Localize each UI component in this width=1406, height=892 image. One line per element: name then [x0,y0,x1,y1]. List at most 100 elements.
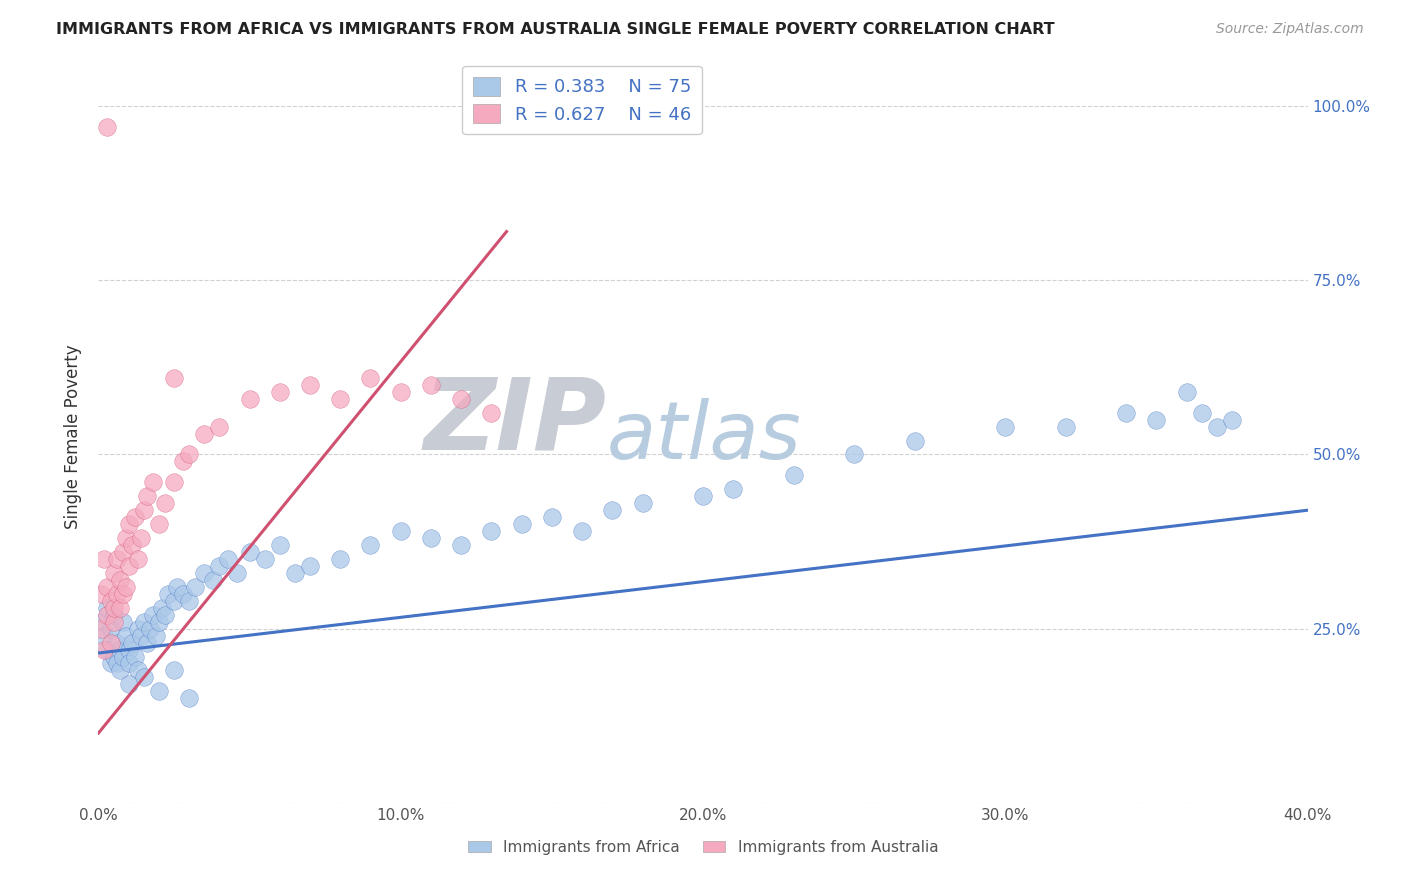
Point [148,684,170,698]
Point [103,566,125,580]
Point [108,642,131,657]
Point [269,384,291,399]
Point [156,587,179,601]
Point [540,510,562,524]
Point [226,566,249,580]
Text: IMMIGRANTS FROM AFRICA VS IMMIGRANTS FROM AUSTRALIA SINGLE FEMALE POVERTY CORREL: IMMIGRANTS FROM AFRICA VS IMMIGRANTS FRO… [56,22,1054,37]
Text: ZIP: ZIP [423,374,606,471]
Point [208,558,231,573]
Point [100,622,122,636]
Point [127,664,149,678]
Point [163,475,186,490]
Point [510,517,533,532]
Point [692,489,714,503]
Point [96,607,118,622]
Text: atlas: atlas [606,398,801,476]
Point [172,454,194,468]
Point [103,649,125,664]
Point [129,531,152,545]
Point [90,622,112,636]
Point [105,635,128,649]
Point [105,657,128,671]
Point [96,120,118,134]
Point [100,594,122,608]
Point [284,566,307,580]
Point [124,649,146,664]
Y-axis label: Single Female Poverty: Single Female Poverty [65,345,83,529]
Point [118,558,141,573]
Point [420,377,443,392]
Point [114,531,136,545]
Point [145,629,167,643]
Point [148,615,170,629]
Point [389,524,412,538]
Point [239,392,262,406]
Point [239,545,262,559]
Point [450,538,472,552]
Point [360,538,382,552]
Point [93,642,115,657]
Point [163,664,186,678]
Point [108,573,131,587]
Point [96,600,118,615]
Point [1220,412,1243,426]
Point [108,664,131,678]
Point [389,384,412,399]
Point [1054,419,1077,434]
Point [127,622,149,636]
Point [96,580,118,594]
Point [783,468,806,483]
Text: Source: ZipAtlas.com: Source: ZipAtlas.com [1216,22,1364,37]
Point [1115,406,1137,420]
Point [118,677,141,691]
Point [994,419,1017,434]
Point [723,483,745,497]
Point [481,406,503,420]
Point [111,615,134,629]
Point [1206,419,1229,434]
Point [103,607,125,622]
Point [90,587,112,601]
Point [450,392,472,406]
Point [93,552,115,566]
Point [193,426,215,441]
Point [100,635,122,649]
Point [179,448,201,462]
Point [105,552,128,566]
Point [329,392,352,406]
Point [420,531,443,545]
Point [193,566,215,580]
Point [179,594,201,608]
Point [153,496,176,510]
Point [111,587,134,601]
Point [121,538,143,552]
Point [153,607,176,622]
Point [135,635,157,649]
Point [96,642,118,657]
Point [114,629,136,643]
Point [269,538,291,552]
Point [118,657,141,671]
Point [93,629,115,643]
Point [127,552,149,566]
Point [100,657,122,671]
Point [217,552,239,566]
Point [166,580,188,594]
Point [329,552,352,566]
Point [118,642,141,657]
Point [121,635,143,649]
Point [111,545,134,559]
Point [103,600,125,615]
Point [118,517,141,532]
Point [163,594,186,608]
Point [481,524,503,538]
Point [208,419,231,434]
Point [631,496,654,510]
Point [132,615,155,629]
Point [1144,412,1167,426]
Point [150,600,173,615]
Point [299,558,322,573]
Point [184,580,207,594]
Point [602,503,624,517]
Point [103,615,125,629]
